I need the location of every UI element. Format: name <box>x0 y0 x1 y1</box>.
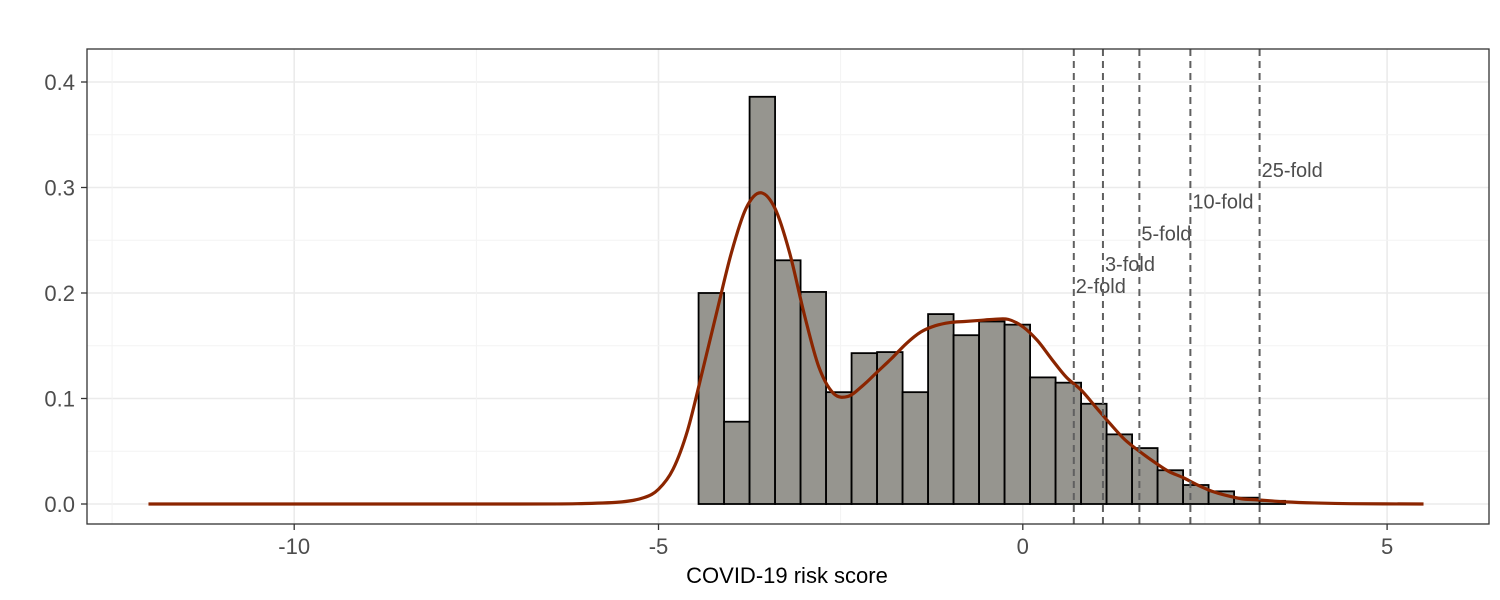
histogram-bar <box>876 351 904 505</box>
histogram-bar <box>1054 381 1082 505</box>
histogram-bar <box>1003 323 1031 505</box>
y-tick-label: 0.1 <box>44 387 75 412</box>
histogram-bar <box>1131 447 1159 505</box>
histogram-bar <box>1029 376 1057 505</box>
y-tick-label: 0.2 <box>44 281 75 306</box>
histogram-bar <box>1105 433 1133 505</box>
histogram-bar <box>723 420 751 505</box>
y-tick-label: 0.4 <box>44 70 75 95</box>
histogram-bar <box>748 95 776 505</box>
density-curve <box>148 191 1424 506</box>
y-tick-label: 0.0 <box>44 492 75 517</box>
fold-label: 2-fold <box>1076 276 1126 298</box>
histogram-bar <box>952 334 980 505</box>
histogram-bar <box>978 320 1006 505</box>
histogram-bar <box>697 292 725 505</box>
axes: -10 -5 0 5 0.0 0.1 0.2 0.3 0.4 <box>44 70 1393 559</box>
histogram-bar <box>799 291 827 505</box>
histogram-bars <box>697 95 1286 505</box>
x-axis-title: COVID-19 risk score <box>686 563 888 588</box>
histogram-bar <box>901 391 929 505</box>
x-tick-label: -10 <box>278 534 310 559</box>
y-tick-label: 0.3 <box>44 176 75 201</box>
plot-panel-border <box>86 48 1490 525</box>
x-tick-label: 0 <box>1017 534 1029 559</box>
x-tick-label: -5 <box>649 534 669 559</box>
fold-label: 25-fold <box>1262 160 1323 182</box>
histogram-bar <box>825 391 853 505</box>
histogram-bar <box>927 313 955 505</box>
fold-label: 10-fold <box>1192 192 1253 214</box>
density-curve-group <box>148 191 1424 506</box>
histogram-bar <box>774 259 802 505</box>
fold-label: 3-fold <box>1105 254 1155 276</box>
fold-label: 5-fold <box>1141 223 1191 245</box>
histogram-bar <box>1080 402 1108 505</box>
x-tick-label: 5 <box>1381 534 1393 559</box>
